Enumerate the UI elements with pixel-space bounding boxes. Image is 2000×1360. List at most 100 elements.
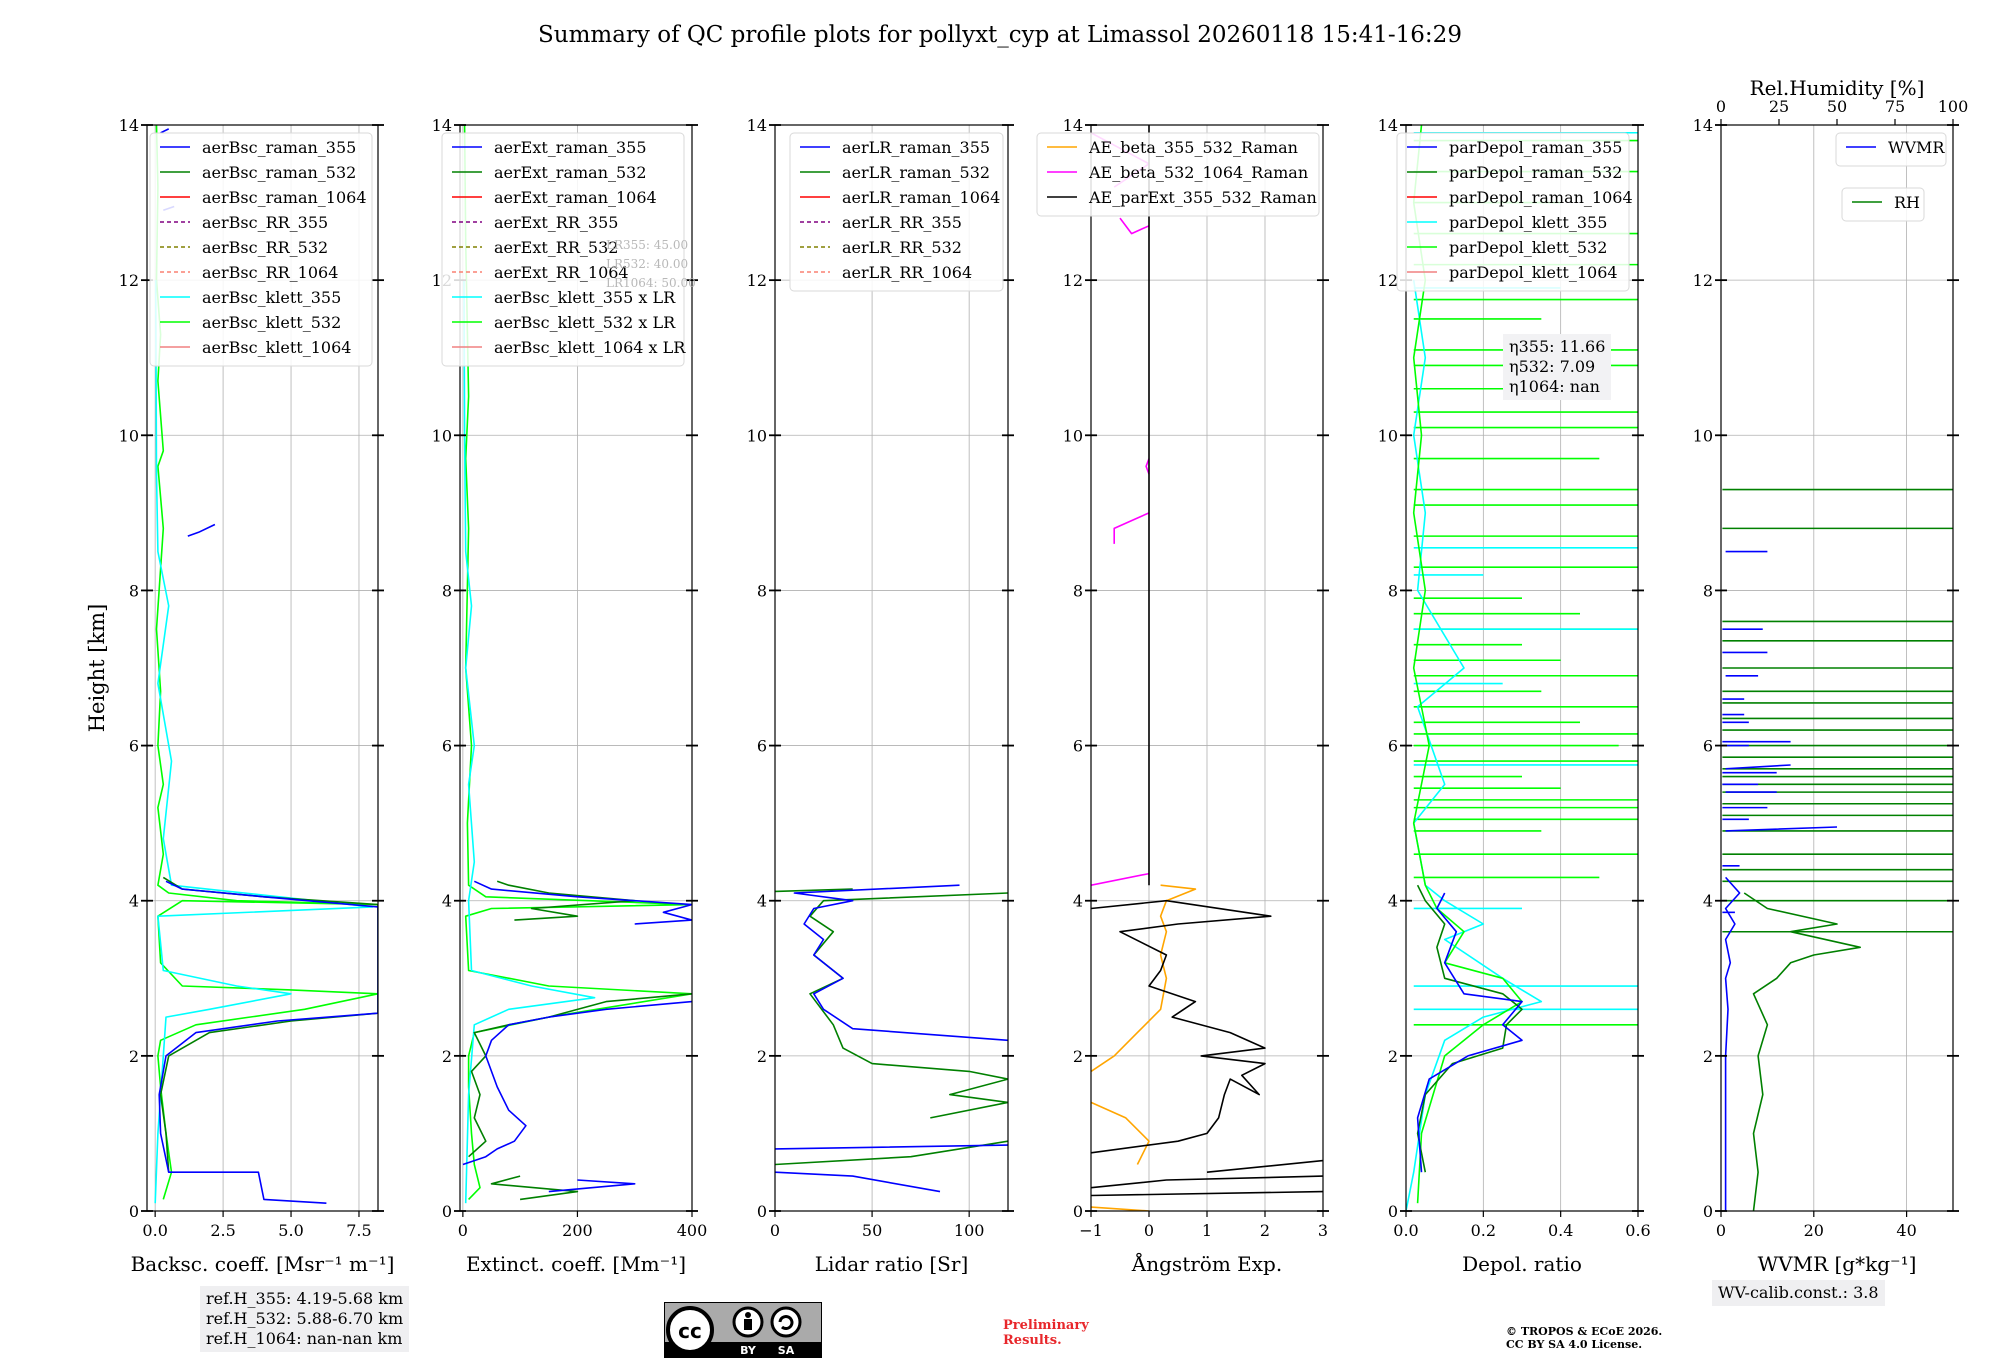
y-tick-label: 2 xyxy=(1073,1047,1083,1066)
legend-box xyxy=(1036,132,1320,217)
ref-height-1064: ref.H_1064: nan-nan km xyxy=(206,1329,403,1348)
ref-height-box: ref.H_355: 4.19-5.68 km ref.H_532: 5.88-… xyxy=(200,1286,410,1352)
legend-label: aerLR_RR_1064 xyxy=(842,263,972,282)
y-tick-label: 14 xyxy=(1378,116,1398,135)
series-line-RH xyxy=(1743,892,1861,1211)
x-tick-label: 2 xyxy=(1260,1221,1270,1240)
x2-axis-label: Rel.Humidity [%] xyxy=(1750,76,1925,100)
fixed-lr-box: LR355: 45.00 LR532: 40.00 LR1064: 50.00 xyxy=(606,236,696,293)
y-tick-label: 6 xyxy=(1388,737,1398,756)
x-tick-label: 0 xyxy=(770,1221,780,1240)
legend-box xyxy=(1841,187,1925,222)
legend-box xyxy=(1835,132,1947,167)
axes-frame xyxy=(459,124,693,1212)
panel-bsc: 0 2 4 6 8 10 12 14 0.0 2.5 5.0 7.5 Backsc. coeff. [M… xyxy=(85,116,394,1276)
series-line-aerLR_raman_532 xyxy=(775,888,1008,1166)
svg-text:cc: cc xyxy=(678,1319,702,1343)
legend-label: aerExt_RR_1064 xyxy=(494,263,629,282)
series-line-AE_beta_532_1064_Raman xyxy=(1091,132,1150,886)
y-tick-label: 10 xyxy=(432,426,452,445)
cc-icon xyxy=(666,1306,714,1354)
legend-label: aerBsc_raman_355 xyxy=(202,138,356,157)
panel-ext: 024681012140200400Extinct. coeff. [Mm⁻¹]… xyxy=(432,116,708,1276)
y-tick-label: 0 xyxy=(1073,1202,1083,1221)
data-layer-depol xyxy=(1406,125,1638,1211)
legend-label: aerBsc_RR_355 xyxy=(202,213,328,232)
preliminary-note: Preliminary Results. xyxy=(1003,1318,1089,1348)
y-tick-label: 2 xyxy=(129,1047,139,1066)
x2-tick-label: 50 xyxy=(1827,97,1847,116)
x2-tick-label: 25 xyxy=(1769,97,1789,116)
ref-height-532: ref.H_532: 5.88-6.70 km xyxy=(206,1309,404,1328)
y-tick-label: 0 xyxy=(757,1202,767,1221)
eta-1064: η1064: nan xyxy=(1509,377,1600,396)
x2-tick-label: 100 xyxy=(1938,97,1969,116)
eta-532: η532: 7.09 xyxy=(1509,357,1596,376)
y-tick-label: 14 xyxy=(1063,116,1083,135)
x-tick-label: 0.0 xyxy=(1393,1221,1418,1240)
x2-tick-label: 0 xyxy=(1716,97,1726,116)
legend-label: parDepol_klett_1064 xyxy=(1449,263,1618,282)
data-layer-wv xyxy=(1722,488,1953,1211)
y-tick-label: 6 xyxy=(757,737,767,756)
x-tick-label: 5.0 xyxy=(278,1221,303,1240)
x-tick-label: 7.5 xyxy=(346,1221,371,1240)
y-tick-label: 2 xyxy=(757,1047,767,1066)
x-axis-label: Depol. ratio xyxy=(1462,1252,1582,1276)
series-line-parDepol_klett_355 xyxy=(1406,279,1543,1211)
y-tick-label: 0 xyxy=(1388,1202,1398,1221)
legend-label: RH xyxy=(1894,193,1920,212)
series-line-aerExt_raman_532 xyxy=(468,880,692,1201)
legend-box xyxy=(149,132,373,367)
y-tick-label: 0 xyxy=(129,1202,139,1221)
x2-tick-label: 75 xyxy=(1885,97,1905,116)
series-line-AE_parExt_355_532_Raman xyxy=(1091,125,1323,1197)
legend-label: aerBsc_RR_532 xyxy=(202,238,328,257)
axes-frame xyxy=(146,124,379,1212)
y-tick-label: 10 xyxy=(1063,426,1083,445)
copyright-note: © TROPOS & ECoE 2026. CC BY SA 4.0 Licen… xyxy=(1506,1325,1662,1351)
x-tick-label: 200 xyxy=(562,1221,593,1240)
x-tick-label: 40 xyxy=(1896,1221,1916,1240)
y-tick-label: 12 xyxy=(747,271,767,290)
legend-label: parDepol_raman_355 xyxy=(1449,138,1622,157)
wv-calib-box: WV-calib.const.: 3.8 xyxy=(1712,1280,1885,1306)
figure-title: Summary of QC profile plots for pollyxt_… xyxy=(538,22,1462,48)
y-tick-label: 2 xyxy=(1703,1047,1713,1066)
y-tick-label: 4 xyxy=(1703,892,1713,911)
y-tick-label: 8 xyxy=(1388,581,1398,600)
fixed-lr-1064: LR1064: 50.00 xyxy=(606,276,696,290)
x-axis-label: Extinct. coeff. [Mm⁻¹] xyxy=(466,1252,686,1276)
y-tick-label: 12 xyxy=(119,271,139,290)
x-tick-label: 3 xyxy=(1318,1221,1328,1240)
legend-label: aerBsc_klett_532 xyxy=(202,313,341,332)
fixed-lr-532: LR532: 40.00 xyxy=(606,257,689,271)
y-tick-label: 12 xyxy=(1378,271,1398,290)
y-axis-label: Height [km] xyxy=(85,604,109,733)
y-tick-label: 8 xyxy=(442,581,452,600)
legend-label: aerBsc_klett_355 xyxy=(202,288,341,307)
legend-label: aerBsc_raman_1064 xyxy=(202,188,367,207)
y-tick-label: 4 xyxy=(442,892,452,911)
legend-label: aerLR_RR_355 xyxy=(842,213,962,232)
y-tick-label: 10 xyxy=(119,426,139,445)
cc-license-badge: cc BY SA xyxy=(664,1302,822,1358)
y-tick-label: 4 xyxy=(129,892,139,911)
data-layer-lr xyxy=(775,884,1008,1193)
y-tick-label: 0 xyxy=(442,1202,452,1221)
legend-label: aerBsc_raman_532 xyxy=(202,163,356,182)
legend-label: parDepol_klett_355 xyxy=(1449,213,1607,232)
y-tick-label: 10 xyxy=(1693,426,1713,445)
y-tick-label: 6 xyxy=(129,737,139,756)
y-tick-label: 10 xyxy=(747,426,767,445)
ref-height-355: ref.H_355: 4.19-5.68 km xyxy=(206,1289,404,1308)
x-tick-label: 1 xyxy=(1202,1221,1212,1240)
y-tick-label: 14 xyxy=(1693,116,1713,135)
y-tick-label: 10 xyxy=(1378,426,1398,445)
axes-frame xyxy=(774,124,1009,1212)
x-axis-label: WVMR [g*kg⁻¹] xyxy=(1758,1252,1917,1276)
legend-label: parDepol_klett_532 xyxy=(1449,238,1607,257)
eta-355: η355: 11.66 xyxy=(1509,337,1606,356)
